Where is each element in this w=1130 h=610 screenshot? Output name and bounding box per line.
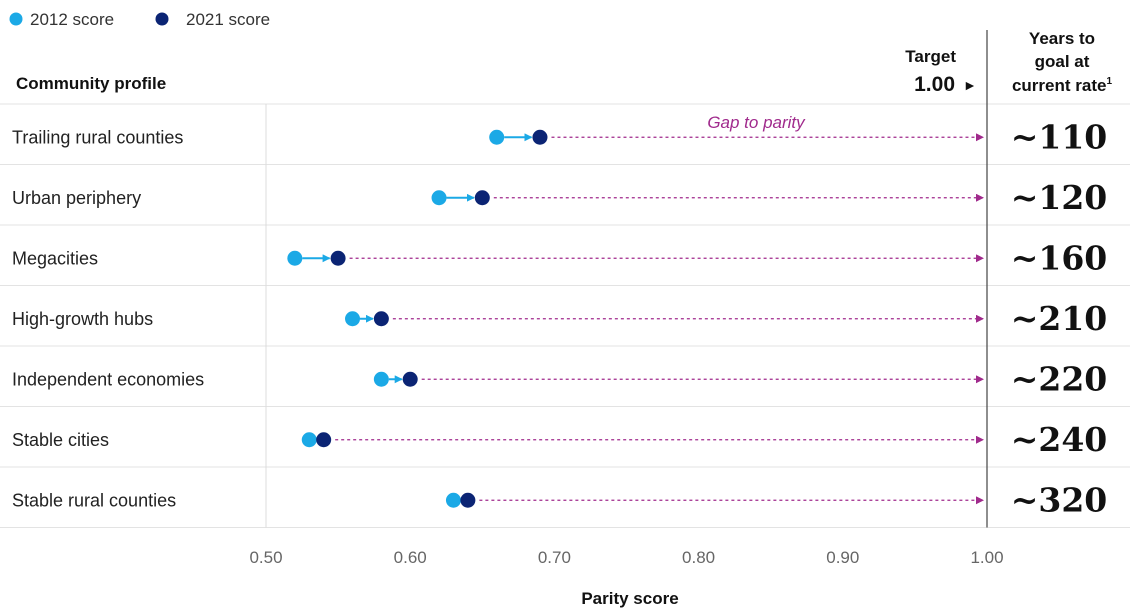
dot-2021 [460,492,476,508]
years-header-footnote: 1 [1106,76,1112,87]
x-tick-label: 0.80 [682,548,715,567]
target-label: Target [905,47,956,66]
category-label: High-growth hubs [12,309,153,329]
dot-2012 [445,492,461,508]
legend-label-2021: 2021 score [186,10,270,29]
x-tick-label: 0.90 [826,548,859,567]
row-header-label: Community profile [16,74,166,93]
dot-2012 [301,432,317,448]
dot-2012 [489,129,505,145]
dot-2012 [287,250,303,266]
grid-layer [0,30,1130,528]
legend: 2012 score 2021 score [9,10,270,29]
category-label: Urban periphery [12,188,141,208]
legend-label-2012: 2012 score [30,10,114,29]
years-to-goal-value: ~240 [1011,420,1108,459]
years-to-goal-value: ~160 [1011,238,1108,277]
category-label: Stable cities [12,430,109,450]
dot-2021 [532,129,548,145]
dot-2021 [373,311,389,327]
years-to-goal-value: ~110 [1011,117,1108,156]
target-arrow-icon: ► [963,77,977,93]
years-to-goal-value: ~120 [1011,178,1108,217]
dot-2012 [373,371,389,387]
legend-swatch-2012 [9,12,23,26]
gap-to-parity-label: Gap to parity [707,113,806,132]
x-tick-label: 0.70 [538,548,571,567]
category-label: Independent economies [12,369,204,389]
years-header-line-3-text: current rate [1012,76,1106,95]
years-header-line-2: goal at [1035,52,1090,71]
years-to-goal-value: ~210 [1011,299,1108,338]
category-label: Stable rural counties [12,490,176,510]
dot-2021 [316,432,332,448]
years-header-line-1: Years to [1029,29,1095,48]
years-header-line-3: current rate1 [1012,76,1112,95]
dot-2021 [474,190,490,206]
category-label: Megacities [12,248,98,268]
x-axis-title: Parity score [581,589,678,608]
x-tick-label: 1.00 [970,548,1003,567]
labels-layer: 0.50 0.60 0.70 0.80 0.90 1.00 Trailing rural c… [12,117,1107,567]
target-value: 1.00 [914,73,955,96]
x-tick-label: 0.50 [249,548,282,567]
dot-2012 [345,311,361,327]
dot-2021 [330,250,346,266]
years-to-goal-value: ~320 [1011,480,1108,519]
dot-2021 [402,371,418,387]
marks-layer [287,129,984,508]
dot-2012 [431,190,447,206]
category-label: Trailing rural counties [12,127,183,147]
years-to-goal-value: ~220 [1011,359,1108,398]
legend-swatch-2021 [155,12,169,26]
x-tick-label: 0.60 [394,548,427,567]
